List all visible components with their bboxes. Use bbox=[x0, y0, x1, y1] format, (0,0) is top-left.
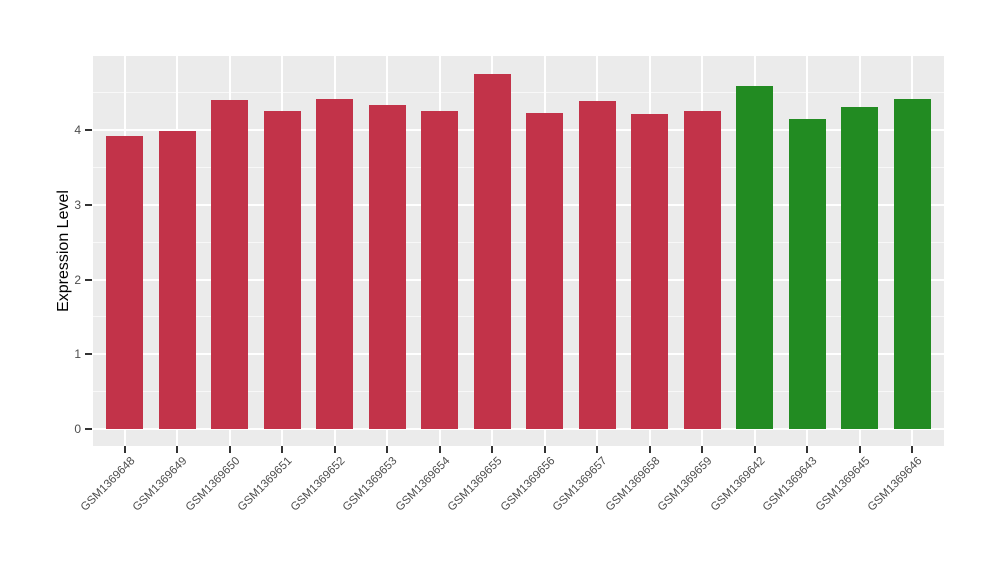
y-axis-tick-label: 0 bbox=[74, 422, 81, 436]
x-axis-tick-label: GSM1369659 bbox=[655, 455, 715, 514]
x-axis-tick-mark bbox=[123, 446, 126, 453]
gridline-horizontal-major bbox=[93, 278, 944, 281]
y-axis-tick-mark bbox=[85, 278, 92, 281]
x-axis-tick-label: GSM1369646 bbox=[865, 455, 925, 514]
y-axis-tick-label: 1 bbox=[74, 347, 81, 362]
gridline-horizontal-major bbox=[93, 129, 944, 131]
y-axis-tick-label: 4 bbox=[74, 123, 81, 137]
gridline-horizontal-major bbox=[93, 428, 944, 430]
bar bbox=[893, 99, 931, 429]
gridline-horizontal-minor bbox=[93, 391, 944, 393]
y-axis-tick-mark bbox=[85, 203, 92, 206]
bar bbox=[421, 111, 458, 429]
bar bbox=[368, 104, 406, 429]
x-axis-tick-mark bbox=[176, 446, 178, 453]
x-axis-tick-label: GSM1369657 bbox=[550, 455, 610, 514]
x-axis-tick-label: GSM1369645 bbox=[813, 455, 872, 514]
plot-panel bbox=[93, 56, 944, 446]
x-axis-tick-label: GSM1369658 bbox=[603, 455, 662, 514]
x-axis-tick-mark bbox=[491, 446, 493, 453]
gridline-horizontal-minor bbox=[93, 241, 944, 243]
bar bbox=[841, 106, 878, 429]
x-axis-tick-mark bbox=[648, 446, 651, 453]
x-axis-tick-mark bbox=[333, 446, 336, 453]
x-axis-tick-label: GSM1369652 bbox=[288, 455, 347, 514]
y-axis-tick-mark bbox=[85, 129, 92, 131]
x-axis-tick-mark bbox=[438, 446, 441, 453]
bar bbox=[316, 99, 353, 429]
x-axis-tick-label: GSM1369651 bbox=[235, 455, 295, 514]
x-axis-tick-label: GSM1369650 bbox=[183, 455, 242, 514]
x-axis-tick-label: GSM1369653 bbox=[340, 455, 400, 514]
x-axis-tick-label: GSM1369649 bbox=[130, 455, 190, 514]
x-axis-tick-label: GSM1369643 bbox=[760, 455, 820, 514]
x-axis-tick-mark bbox=[701, 446, 703, 453]
bar bbox=[788, 118, 826, 429]
gridline-horizontal-major bbox=[93, 203, 944, 206]
x-axis-tick-mark bbox=[911, 446, 913, 453]
x-axis-tick-mark bbox=[753, 446, 756, 453]
x-axis-tick-label: GSM1369654 bbox=[393, 455, 452, 514]
x-axis-tick-label: GSM1369655 bbox=[445, 455, 505, 514]
bar bbox=[106, 135, 143, 429]
x-axis-tick-mark bbox=[228, 446, 231, 453]
y-axis-tick-mark bbox=[85, 353, 92, 356]
y-axis-tick-label: 2 bbox=[74, 272, 81, 287]
gridline-horizontal-minor bbox=[93, 92, 944, 94]
x-axis-tick-mark bbox=[386, 446, 388, 453]
bar bbox=[526, 112, 563, 429]
x-axis-tick-mark bbox=[806, 446, 808, 453]
x-axis-tick-mark bbox=[281, 446, 283, 453]
x-axis-tick-label: GSM1369642 bbox=[708, 455, 767, 514]
gridline-horizontal-major bbox=[93, 353, 944, 356]
bar bbox=[683, 111, 721, 429]
x-axis-tick-mark bbox=[596, 446, 598, 453]
y-axis-tick-mark bbox=[85, 428, 92, 430]
bar bbox=[736, 85, 773, 429]
y-axis-tick-label: 3 bbox=[74, 197, 81, 212]
gridline-horizontal-minor bbox=[93, 166, 944, 168]
bar bbox=[263, 110, 301, 429]
bar bbox=[473, 73, 511, 429]
x-axis-tick-label: GSM1369648 bbox=[78, 455, 137, 514]
bar bbox=[211, 100, 248, 429]
bar bbox=[631, 114, 668, 429]
x-axis-tick-label: GSM1369656 bbox=[498, 455, 557, 514]
gridline-horizontal-minor bbox=[93, 316, 944, 318]
bar bbox=[578, 100, 616, 429]
bar bbox=[158, 131, 196, 429]
x-axis-tick-mark bbox=[858, 446, 861, 453]
x-axis-tick-mark bbox=[543, 446, 546, 453]
